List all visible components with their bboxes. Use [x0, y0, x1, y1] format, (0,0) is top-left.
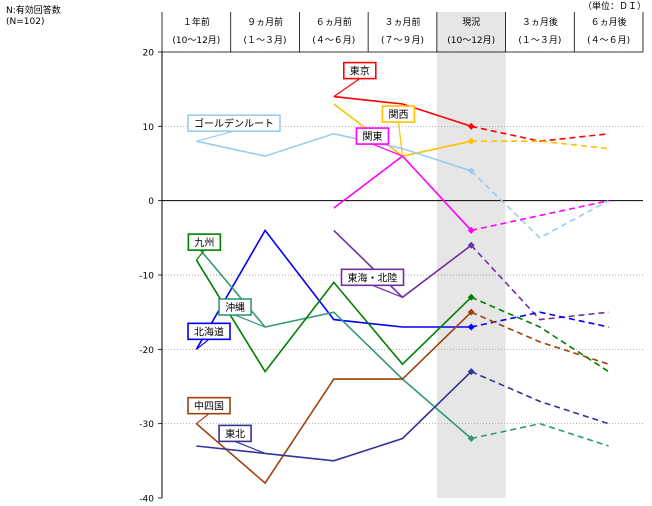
category-sublabel: (４～６月) [587, 35, 630, 46]
category-label: ６ヵ月後 [591, 16, 627, 28]
series-label-leader [372, 143, 403, 157]
series-label-box [381, 105, 416, 123]
category-sublabel: (10～12月) [447, 35, 495, 46]
series-point-current [467, 167, 475, 175]
series-label-leader [333, 78, 361, 98]
category-sublabel: (１～３月) [518, 35, 561, 46]
series-label-leader [195, 413, 210, 425]
series-line-actual [195, 259, 472, 374]
series-label: 関西 [389, 109, 409, 121]
series-point-current [467, 323, 475, 331]
series-label-leader [372, 284, 403, 298]
series-line-forecast [470, 296, 610, 373]
series-label: ゴールデンルート [194, 117, 274, 130]
y-tick-label: -40 [139, 495, 154, 505]
series-label: 東京 [350, 65, 370, 78]
y-tick-label: -10 [139, 272, 154, 282]
series-label-box [218, 298, 252, 316]
category-sublabel: (７～９月) [381, 35, 424, 46]
series-label-leader [195, 338, 210, 350]
series-label: 九州 [194, 237, 214, 249]
series-label: 東海・北陸 [348, 271, 398, 284]
series-label: 北海道 [194, 325, 224, 338]
category-sublabel: (１～３月) [244, 35, 287, 46]
respondents-label: N:有効回答数 [6, 6, 61, 16]
y-tick-label: 10 [143, 123, 155, 133]
series-line-actual [195, 244, 472, 440]
series-label-box [355, 127, 390, 145]
category-label: ９ヵ月前 [247, 16, 283, 28]
series-line-forecast [470, 311, 609, 365]
series-line-forecast [471, 199, 609, 232]
series-point-current [467, 368, 475, 376]
series-line-forecast [471, 140, 609, 150]
series-label-box [187, 322, 231, 341]
unit-label: （単位：ＤＩ） [582, 2, 646, 12]
series-point-current [467, 435, 475, 443]
category-sublabel: (10～12月) [172, 35, 220, 46]
category-label: １年前 [183, 16, 210, 28]
series-label: 中四国 [194, 400, 224, 413]
series-point-current [467, 226, 475, 234]
series-point-current [467, 137, 475, 145]
series-label-leader [196, 130, 235, 142]
series-line-forecast [470, 370, 609, 425]
series-point-current [467, 241, 475, 249]
category-label: 現況 [462, 17, 480, 28]
current-period-band [436, 12, 506, 498]
series-label-leader [195, 249, 205, 261]
series-line-forecast [470, 244, 609, 321]
series-point-current [467, 293, 475, 301]
series-label-leader [397, 121, 404, 157]
series-label-box [187, 396, 231, 415]
series-point-current [467, 308, 475, 316]
series-line-forecast [470, 170, 609, 239]
series-label: 東北 [225, 427, 245, 440]
y-tick-label: -20 [139, 346, 154, 356]
series-line-actual [333, 95, 472, 128]
series-line-actual [195, 311, 472, 485]
series-label-leader [234, 440, 266, 454]
series-line-forecast [471, 125, 609, 143]
category-label: ３ヵ月前 [384, 16, 420, 28]
category-label: ６ヵ月前 [316, 16, 352, 28]
series-label-box [187, 114, 281, 132]
series-line-actual [196, 132, 472, 172]
series-line-actual [333, 155, 472, 231]
category-sublabel: (４～６月) [312, 35, 355, 46]
series-label: 関東 [363, 130, 383, 143]
y-tick-label: -30 [139, 420, 154, 430]
category-label: ３ヵ月後 [522, 16, 558, 28]
series-label-box [340, 268, 405, 287]
series-point-current [467, 122, 475, 130]
y-tick-label: 20 [143, 49, 155, 59]
series-line-forecast [471, 422, 609, 447]
series-label-box [218, 424, 252, 443]
series-line-actual [196, 371, 472, 462]
series-label-leader [234, 314, 266, 328]
series-label: 沖縄 [225, 301, 245, 314]
y-tick-label: 0 [148, 197, 154, 207]
series-line-actual [195, 228, 472, 350]
respondents-count: (N=102) [6, 17, 45, 27]
series-label-box [342, 61, 377, 80]
series-label-box [187, 233, 222, 251]
